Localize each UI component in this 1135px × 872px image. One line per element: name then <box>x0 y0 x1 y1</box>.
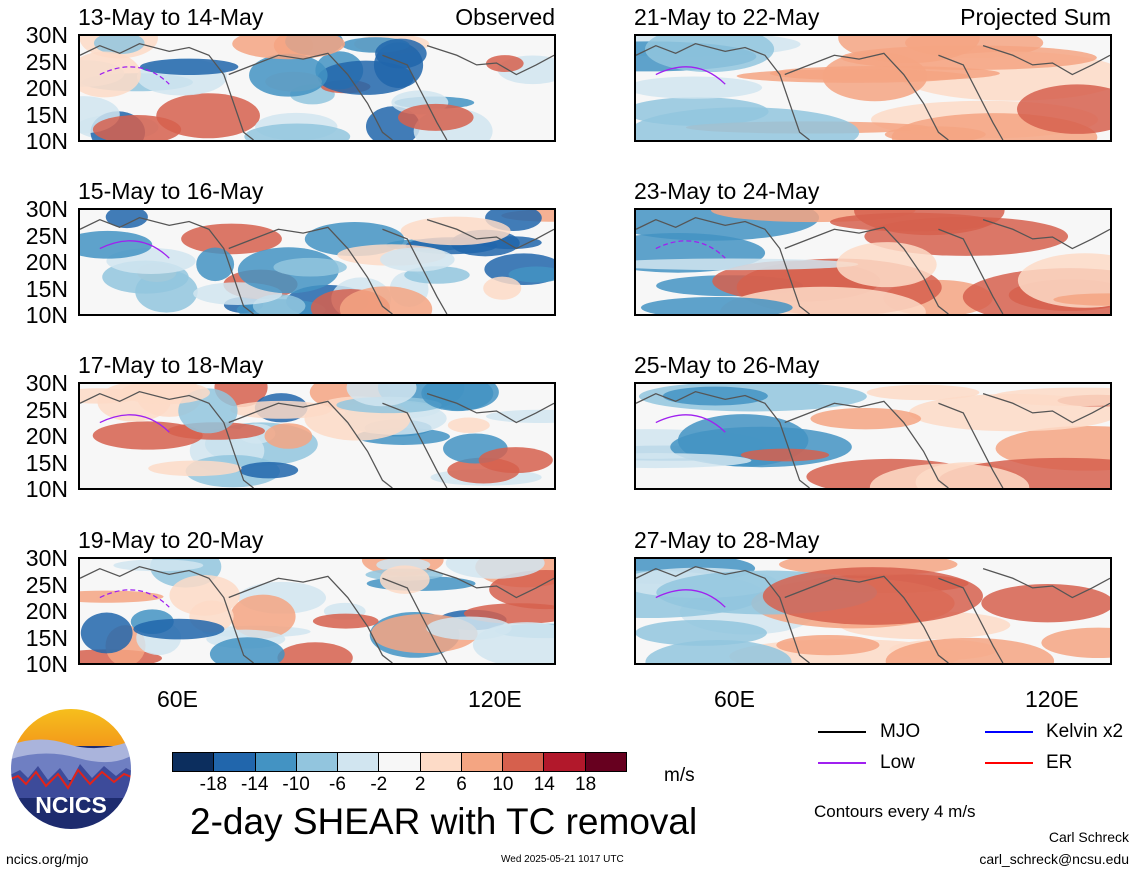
legend-low-line <box>818 762 866 764</box>
colorbar-swatch-3 <box>296 753 339 771</box>
legend-er-label: ER <box>1046 752 1073 773</box>
lat-label-p7-1: 25N <box>25 571 68 598</box>
colorbar-tick-0: -18 <box>199 774 228 795</box>
lat-label-p3-3: 15N <box>25 275 68 302</box>
colorbar-swatch-4 <box>338 753 380 771</box>
lon-label-60e-right: 60E <box>714 686 755 712</box>
shear-map-p5 <box>78 382 556 490</box>
colorbar-swatch-7 <box>461 753 504 771</box>
ncics-logo: NCICS <box>8 706 134 832</box>
colorbar-swatch-9 <box>544 753 586 771</box>
lat-label-p7-0: 30N <box>25 545 68 571</box>
lon-label-120e-right: 120E <box>1025 686 1079 712</box>
figure-title: 2-day SHEAR with TC removal <box>190 801 698 842</box>
lon-label-60e-left: 60E <box>157 686 198 712</box>
colorbar-tick-7: 10 <box>492 774 514 795</box>
colorbar-tick-3: -6 <box>329 774 346 795</box>
lat-label-p1-2: 20N <box>25 75 68 101</box>
lat-label-p5-2: 20N <box>25 423 68 449</box>
legend-kelvin-label: Kelvin x2 <box>1046 721 1124 742</box>
shear-map-p4 <box>634 208 1112 316</box>
shear-map-p8 <box>634 557 1112 665</box>
colorbar-tick-4: -2 <box>370 774 388 795</box>
colorbar <box>172 752 627 772</box>
lat-label-p1-4: 10N <box>25 128 68 154</box>
author-name: Carl Schreck <box>1048 829 1129 845</box>
panel-title-p4: 23-May to 24-May <box>634 178 820 204</box>
logo-text: NCICS <box>35 792 107 818</box>
colorbar-swatch-0 <box>173 753 215 771</box>
contour-note: Contours every 4 m/s <box>814 802 976 821</box>
lat-label-p3-1: 25N <box>25 222 68 249</box>
colorbar-tick-9: 18 <box>575 774 597 795</box>
colorbar-swatch-6 <box>420 753 462 771</box>
panel-tag-p1: Observed <box>455 4 555 30</box>
author-email: carl_schreck@ncsu.edu <box>979 851 1129 867</box>
colorbar-tick-1: -14 <box>240 774 269 795</box>
colorbar-tick-5: 2 <box>414 774 426 795</box>
site-url: ncics.org/mjo <box>6 851 89 867</box>
colorbar-tick-8: 14 <box>533 774 555 795</box>
lat-label-p3-4: 10N <box>25 302 68 328</box>
shear-map-p3 <box>78 208 556 316</box>
lon-label-120e-left: 120E <box>468 686 522 712</box>
legend-er-line <box>985 762 1033 764</box>
lat-label-p5-4: 10N <box>25 476 68 502</box>
colorbar-swatch-8 <box>503 753 545 771</box>
lat-label-p5-3: 15N <box>25 449 68 476</box>
shear-map-p7 <box>78 557 556 665</box>
colorbar-tick-6: 6 <box>456 774 467 795</box>
panel-title-p7: 19-May to 20-May <box>78 527 264 553</box>
lat-label-p7-3: 15N <box>25 624 68 651</box>
colorbar-swatch-10 <box>585 753 626 771</box>
lat-label-p3-2: 20N <box>25 249 68 275</box>
panel-title-p1: 13-May to 14-May <box>78 4 264 30</box>
lat-label-p7-4: 10N <box>25 651 68 677</box>
colorbar-swatch-1 <box>214 753 256 771</box>
colorbar-swatch-5 <box>379 753 421 771</box>
colorbar-swatch-2 <box>255 753 297 771</box>
shear-map-p6 <box>634 382 1112 490</box>
lat-label-p5-1: 25N <box>25 396 68 423</box>
panel-title-p2: 21-May to 22-May <box>634 4 820 30</box>
legend-low-label: Low <box>880 752 915 773</box>
shear-map-p2 <box>634 34 1112 142</box>
legend-kelvin-line <box>985 731 1033 733</box>
panel-title-p5: 17-May to 18-May <box>78 352 264 378</box>
panel-title-p3: 15-May to 16-May <box>78 178 264 204</box>
colorbar-ticks: -18 -14 -10 -6 -2 2 6 10 14 18 <box>172 774 627 796</box>
panel-title-p6: 25-May to 26-May <box>634 352 820 378</box>
lat-label-p7-2: 20N <box>25 598 68 624</box>
legend-mjo-label: MJO <box>880 721 921 742</box>
colorbar-tick-2: -10 <box>282 774 310 795</box>
lat-label-p1-1: 25N <box>25 48 68 75</box>
colorbar-unit: m/s <box>664 765 695 786</box>
timestamp: Wed 2025-05-21 1017 UTC <box>501 854 624 865</box>
lat-label-p1-3: 15N <box>25 101 68 128</box>
panel-title-p8: 27-May to 28-May <box>634 527 820 553</box>
lat-label-p3-0: 30N <box>25 196 68 222</box>
lat-label-p1-0: 30N <box>25 22 68 48</box>
lat-label-p5-0: 30N <box>25 370 68 396</box>
panel-tag-p2: Projected Sum <box>960 4 1111 30</box>
shear-map-p1 <box>78 34 556 142</box>
legend-mjo-line <box>818 731 866 733</box>
